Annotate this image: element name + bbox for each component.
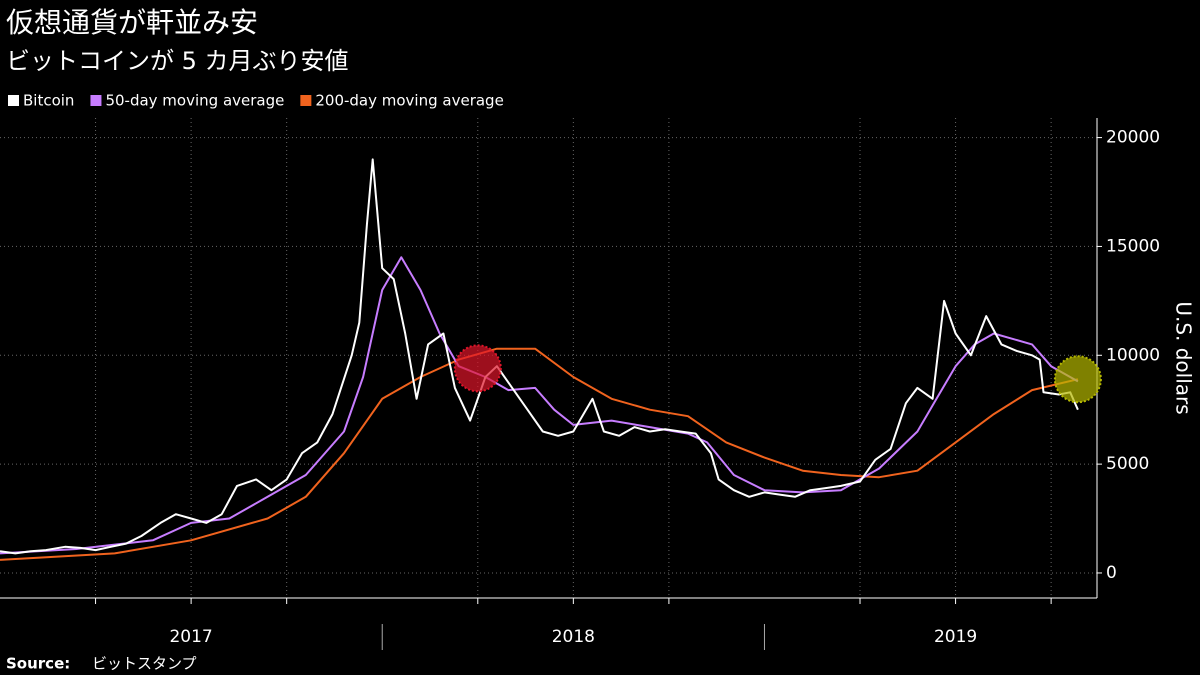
legend-swatch xyxy=(90,95,102,106)
series-line xyxy=(0,256,1079,555)
x-tick-label: 2017 xyxy=(169,627,212,647)
chart-subtitle: ビットコインが 5 カ月ぶり安値 xyxy=(6,47,349,75)
y-tick-label: 5000 xyxy=(1106,454,1149,474)
legend-swatch xyxy=(8,95,19,106)
legend-swatch xyxy=(300,95,312,106)
y-tick-label: 0 xyxy=(1106,563,1117,583)
chart-title: 仮想通貨が軒並み安 xyxy=(6,6,258,39)
series-line xyxy=(0,347,1079,561)
y-tick-label: 10000 xyxy=(1106,345,1160,365)
y-tick-label: 15000 xyxy=(1106,236,1160,256)
x-tick-label: 2019 xyxy=(934,627,977,647)
highlight-circle xyxy=(453,344,502,393)
series-line xyxy=(0,158,1079,555)
legend-label: 200-day moving average xyxy=(315,92,503,110)
y-tick-label: 20000 xyxy=(1106,128,1160,148)
source: ビットスタンプ xyxy=(92,655,197,673)
source-label: Source: xyxy=(6,655,70,673)
highlight-circle xyxy=(1053,355,1102,404)
y-axis-label: U.S. dollars xyxy=(1172,301,1196,414)
x-tick-label: 2018 xyxy=(552,627,595,647)
legend-label: 50-day moving average xyxy=(105,92,284,110)
legend-label: Bitcoin xyxy=(23,92,74,110)
